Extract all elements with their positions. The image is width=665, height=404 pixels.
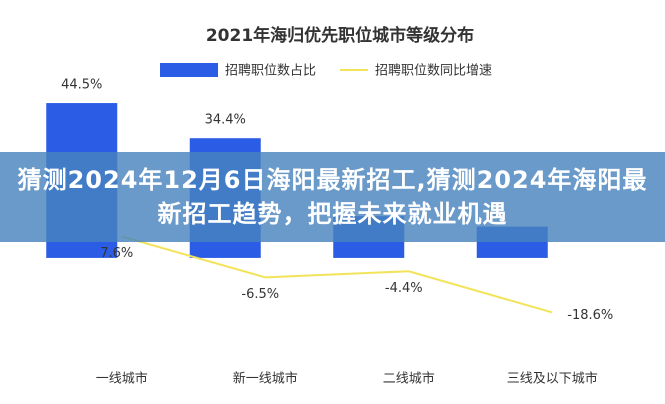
data-label: -6.5% bbox=[241, 287, 279, 302]
line bbox=[121, 235, 553, 314]
x-tick-label: 三线及以下城市 bbox=[507, 371, 598, 387]
data-label: 34.4% bbox=[205, 113, 246, 128]
x-tick-label: 二线城市 bbox=[383, 371, 435, 387]
data-label: 44.5% bbox=[61, 78, 102, 93]
chart-title: 2021年海归优先职位城市等级分布 bbox=[206, 25, 474, 46]
legend-label: 招聘职位数同比增速 bbox=[375, 64, 492, 79]
legend-label: 招聘职位数占比 bbox=[225, 64, 316, 79]
banner-text: 猜测2024年12月6日海阳最新招工,猜测2024年海阳最新招工趋势，把握未来就… bbox=[17, 166, 648, 228]
data-label: -4.4% bbox=[385, 281, 423, 296]
x-tick-label: 新一线城市 bbox=[233, 371, 298, 387]
legend-swatch bbox=[160, 63, 218, 77]
data-label: -18.6% bbox=[567, 308, 613, 323]
x-tick-label: 一线城市 bbox=[96, 371, 148, 387]
banner: 猜测2024年12月6日海阳最新招工,猜测2024年海阳最新招工趋势，把握未来就… bbox=[0, 152, 665, 242]
data-label: 7.6% bbox=[100, 246, 133, 261]
